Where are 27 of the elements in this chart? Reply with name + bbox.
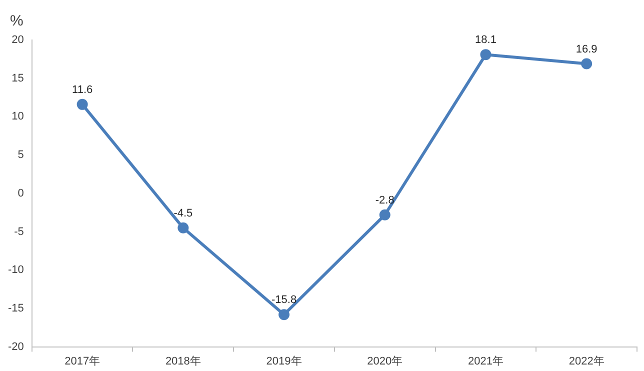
x-tick-label: 2022年 <box>568 355 604 368</box>
y-tick-label: -10 <box>8 264 24 276</box>
y-tick-label: -15 <box>8 302 24 314</box>
y-tick-label: 10 <box>12 110 24 123</box>
x-tick-label: 2017年 <box>64 355 100 368</box>
x-tick-label: 2021年 <box>468 355 504 368</box>
data-label: 16.9 <box>576 43 598 56</box>
point <box>278 309 290 320</box>
y-tick-label: -20 <box>8 340 24 353</box>
x-tick-label: 2018年 <box>165 355 201 368</box>
y-tick-label: 5 <box>18 149 24 162</box>
point <box>178 222 189 234</box>
x-tick-label: 2019年 <box>266 355 302 368</box>
y-tick-label: 20 <box>12 34 24 46</box>
y-tick-label: -5 <box>14 226 24 238</box>
data-label: -4.5 <box>174 207 193 220</box>
point <box>379 209 390 220</box>
y-tick-label: 0 <box>18 187 24 200</box>
y-tick-label: 15 <box>12 72 24 84</box>
x-tick-label: 2020年 <box>367 355 403 368</box>
point <box>581 58 592 70</box>
point <box>76 98 88 110</box>
data-label: 18.1 <box>475 34 496 46</box>
point <box>480 49 492 60</box>
data-label: -15.8 <box>271 294 297 306</box>
y-axis-title: % <box>10 12 24 30</box>
data-label: 11.6 <box>72 84 93 96</box>
